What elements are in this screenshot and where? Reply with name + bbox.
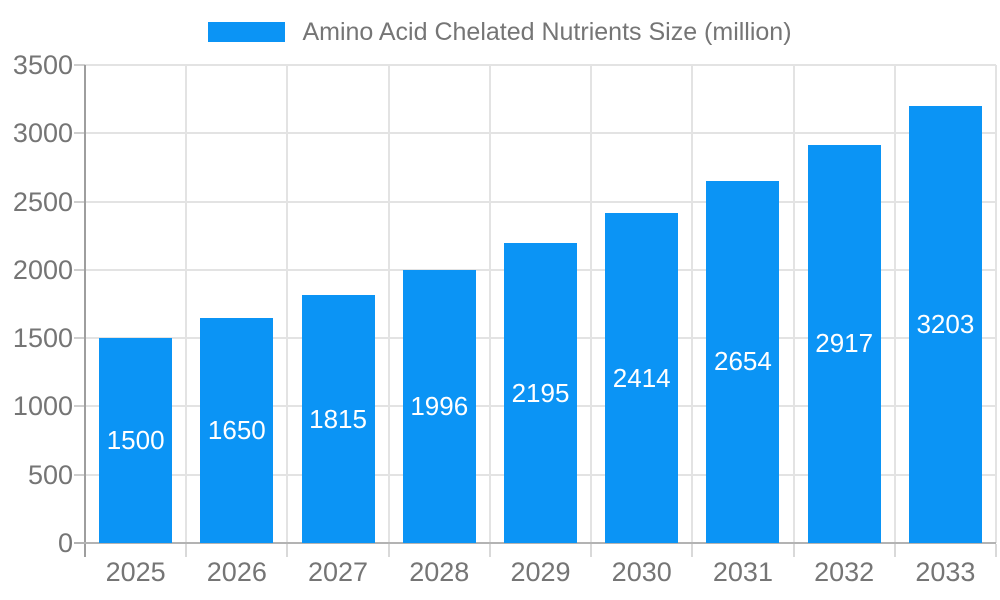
legend[interactable]: Amino Acid Chelated Nutrients Size (mill…	[0, 17, 1000, 46]
x-tick	[387, 544, 390, 557]
y-tick	[74, 132, 85, 135]
y-gridline	[85, 200, 996, 203]
x-gridline	[185, 65, 188, 543]
x-tick	[488, 544, 491, 557]
y-axis-label: 3500	[12, 50, 73, 80]
x-tick	[185, 544, 188, 557]
x-axis-label: 2028	[409, 557, 470, 587]
bar-2026[interactable]	[200, 317, 274, 543]
y-gridline	[85, 64, 996, 66]
x-gridline	[792, 65, 795, 543]
y-tick	[74, 337, 85, 340]
x-axis-label: 2032	[814, 557, 875, 587]
y-axis-label: 3000	[12, 118, 73, 149]
x-gridline	[893, 65, 896, 543]
y-axis-label: 2000	[12, 254, 73, 285]
y-axis-label: 500	[27, 459, 73, 490]
bar-2031[interactable]	[706, 180, 780, 543]
y-axis-label: 2500	[12, 186, 73, 217]
x-axis-label: 2033	[915, 557, 976, 587]
x-gridline	[590, 65, 593, 543]
y-tick	[74, 405, 85, 408]
bar-2032[interactable]	[807, 144, 881, 543]
bar-2030[interactable]	[605, 213, 679, 543]
y-axis-line	[84, 65, 86, 557]
x-tick	[691, 544, 694, 557]
x-gridline	[286, 65, 289, 543]
x-axis-line	[74, 542, 996, 544]
bar-2029[interactable]	[504, 243, 577, 543]
y-gridline	[85, 132, 996, 135]
legend-swatch	[208, 22, 286, 42]
y-axis-label: 0	[57, 528, 73, 558]
x-tick	[995, 544, 997, 557]
bar-2025[interactable]	[99, 338, 173, 543]
x-tick	[792, 544, 795, 557]
legend-label: Amino Acid Chelated Nutrients Size (mill…	[302, 17, 792, 46]
x-axis-label: 2029	[510, 557, 571, 587]
y-axis-label: 1000	[12, 391, 73, 422]
y-tick	[74, 200, 85, 203]
x-axis-label: 2027	[308, 557, 369, 587]
y-tick	[74, 268, 85, 271]
x-tick	[286, 544, 289, 557]
x-gridline	[691, 65, 694, 543]
bar-2028[interactable]	[402, 270, 476, 543]
x-axis-label: 2026	[206, 557, 267, 587]
x-axis-label: 2025	[105, 557, 166, 587]
x-axis-label: 2031	[712, 557, 773, 587]
x-gridline	[387, 65, 390, 543]
y-axis-label: 1500	[12, 323, 73, 354]
bar-2033[interactable]	[908, 105, 982, 543]
y-tick	[74, 64, 85, 66]
x-gridline	[995, 65, 997, 543]
y-tick	[74, 473, 85, 476]
x-gridline	[488, 65, 491, 543]
bar-2027[interactable]	[301, 295, 375, 543]
x-tick	[893, 544, 896, 557]
x-tick	[590, 544, 593, 557]
x-axis-label: 2030	[611, 557, 672, 587]
